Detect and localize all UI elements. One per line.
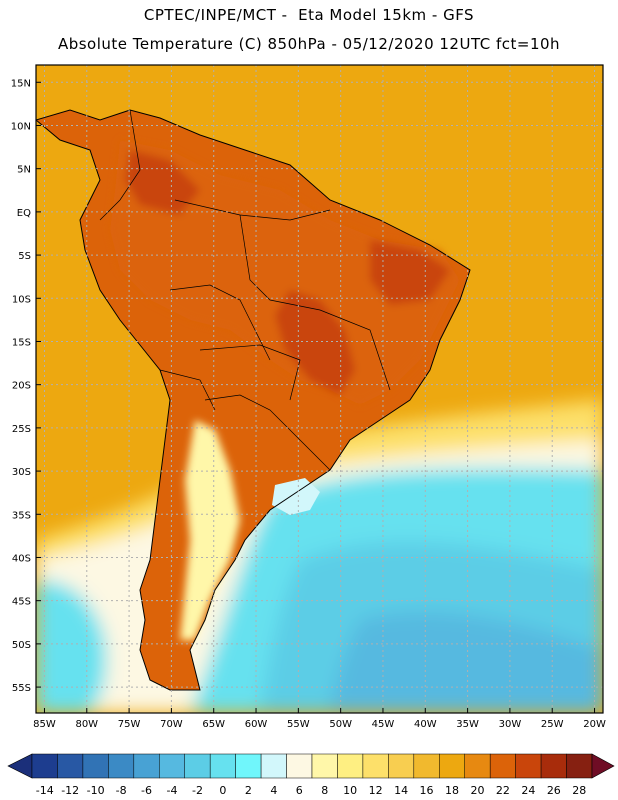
colorbar-label: 2: [245, 784, 252, 797]
colorbar-label: 22: [496, 784, 510, 797]
colorbar-swatch: [515, 753, 542, 779]
colorbar-label: -8: [116, 784, 127, 797]
latitude-tick-label: 15N: [11, 78, 31, 89]
colorbar-swatch: [31, 753, 58, 779]
longitude-tick-label: 45W: [372, 719, 395, 730]
colorbar-swatch: [133, 753, 160, 779]
latitude-tick-label: 25S: [12, 424, 31, 435]
latitude-tick-label: 15S: [12, 337, 31, 348]
colorbar-high-arrow: [591, 753, 615, 779]
colorbar-swatch: [260, 753, 287, 779]
colorbar-swatch: [362, 753, 389, 779]
colorbar-label: 4: [270, 784, 277, 797]
colorbar-label: -10: [87, 784, 105, 797]
map-frame: [35, 64, 604, 714]
latitude-tick-label: 50S: [12, 640, 31, 651]
colorbar-low-arrow: [7, 753, 33, 779]
longitude-tick-label: 50W: [329, 719, 352, 730]
colorbar-swatch: [82, 753, 109, 779]
plot-area: [36, 65, 603, 713]
longitude-tick-label: 20W: [583, 719, 606, 730]
andes-cold-zone: [180, 420, 240, 640]
southwest-pacific-cyan: [36, 580, 107, 713]
country-borders: [99, 109, 391, 471]
colorbar-swatch: [108, 753, 135, 779]
latitude-tick-label: 55S: [12, 683, 31, 694]
longitude-tick-label: 85W: [33, 719, 56, 730]
latitude-tick-label: 45S: [12, 597, 31, 608]
colorbar-label: -2: [192, 784, 203, 797]
latitude-tick-label: 35S: [12, 510, 31, 521]
colorbar-swatch: [159, 753, 185, 779]
coastline: [36, 109, 471, 691]
colorbar-swatch: [57, 753, 84, 779]
colorbar-label: 28: [572, 784, 586, 797]
colorbar-label: -6: [141, 784, 152, 797]
longitude-tick-label: 55W: [287, 719, 310, 730]
latitude-tick-label: 10N: [11, 121, 31, 132]
longitude-tick-label: 65W: [202, 719, 225, 730]
southern-ocean-cold-core: [330, 611, 603, 713]
land-hottest-zone: [125, 150, 450, 395]
colorbar-label: -12: [61, 784, 79, 797]
colorbar-label: 6: [296, 784, 303, 797]
colorbar-swatch: [235, 753, 262, 779]
colorbar-label: 16: [420, 784, 434, 797]
map-title-line2: Absolute Temperature (C) 850hPa - 05/12/…: [57, 35, 561, 53]
latitude-tick-label: 10S: [12, 294, 31, 305]
latitude-tick-label: 40S: [12, 553, 31, 564]
longitude-tick-label: 30W: [499, 719, 522, 730]
map-title-line1: CPTEC/INPE/MCT - Eta Model 15km - GFS: [143, 6, 475, 24]
colorbar-swatch: [184, 753, 211, 779]
colorbar-label: -14: [36, 784, 54, 797]
longitude-tick-label: 25W: [541, 719, 564, 730]
longitude-tick-label: 80W: [75, 719, 98, 730]
rio-de-la-plata-region: [272, 478, 320, 515]
colorbar-label: -4: [167, 784, 178, 797]
colorbar-label: 0: [219, 784, 226, 797]
colorbar-swatch: [388, 753, 415, 779]
longitude-tick-label: 60W: [245, 719, 268, 730]
colorbar-swatch: [311, 753, 338, 779]
colorbar-label: 12: [369, 784, 383, 797]
colorbar-label: 26: [547, 784, 561, 797]
color-scale-bar: -14 -12 -10 -8 -6 -4 -2 0 2 4 6 8 10 12 14 16 18 20 22 24 26…: [7, 753, 615, 797]
latitude-tick-label: 5N: [17, 165, 31, 176]
latitude-tick-label: EQ: [17, 208, 31, 219]
latitude-labels: 15N 10N 5N EQ 5S 10S 15S 20S 25S 30S 35S 40S 45S 50S 5…: [11, 78, 41, 694]
colorbar-swatch: [439, 753, 465, 779]
colorbar-swatch: [464, 753, 491, 779]
longitude-labels: 85W 80W 75W 70W 65W 60W 55W 50W 45W 40W 35W 30W 25W 2…: [33, 708, 606, 730]
colorbar-label: 10: [343, 784, 357, 797]
colorbar-label: 24: [521, 784, 535, 797]
longitude-tick-label: 70W: [160, 719, 183, 730]
colorbar-swatch: [566, 753, 593, 779]
colorbar-label: 20: [470, 784, 484, 797]
colorbar-swatch: [489, 753, 516, 779]
longitude-tick-label: 75W: [118, 719, 141, 730]
latitude-tick-label: 30S: [12, 467, 31, 478]
colorbar-swatch: [209, 753, 236, 779]
longitude-tick-label: 35W: [456, 719, 479, 730]
colorbar-label: 8: [321, 784, 328, 797]
colorbar-swatch: [540, 753, 567, 779]
land-hot-zone: [110, 140, 460, 405]
latitude-tick-label: 20S: [12, 381, 31, 392]
longitude-tick-label: 40W: [414, 719, 437, 730]
colorbar-label: 14: [394, 784, 408, 797]
colorbar-label: 18: [445, 784, 459, 797]
colorbar-swatch: [337, 753, 364, 779]
colorbar-swatch: [286, 753, 313, 779]
grid-lines: [36, 65, 603, 713]
latitude-tick-label: 5S: [18, 251, 31, 262]
colorbar-swatch: [413, 753, 440, 779]
